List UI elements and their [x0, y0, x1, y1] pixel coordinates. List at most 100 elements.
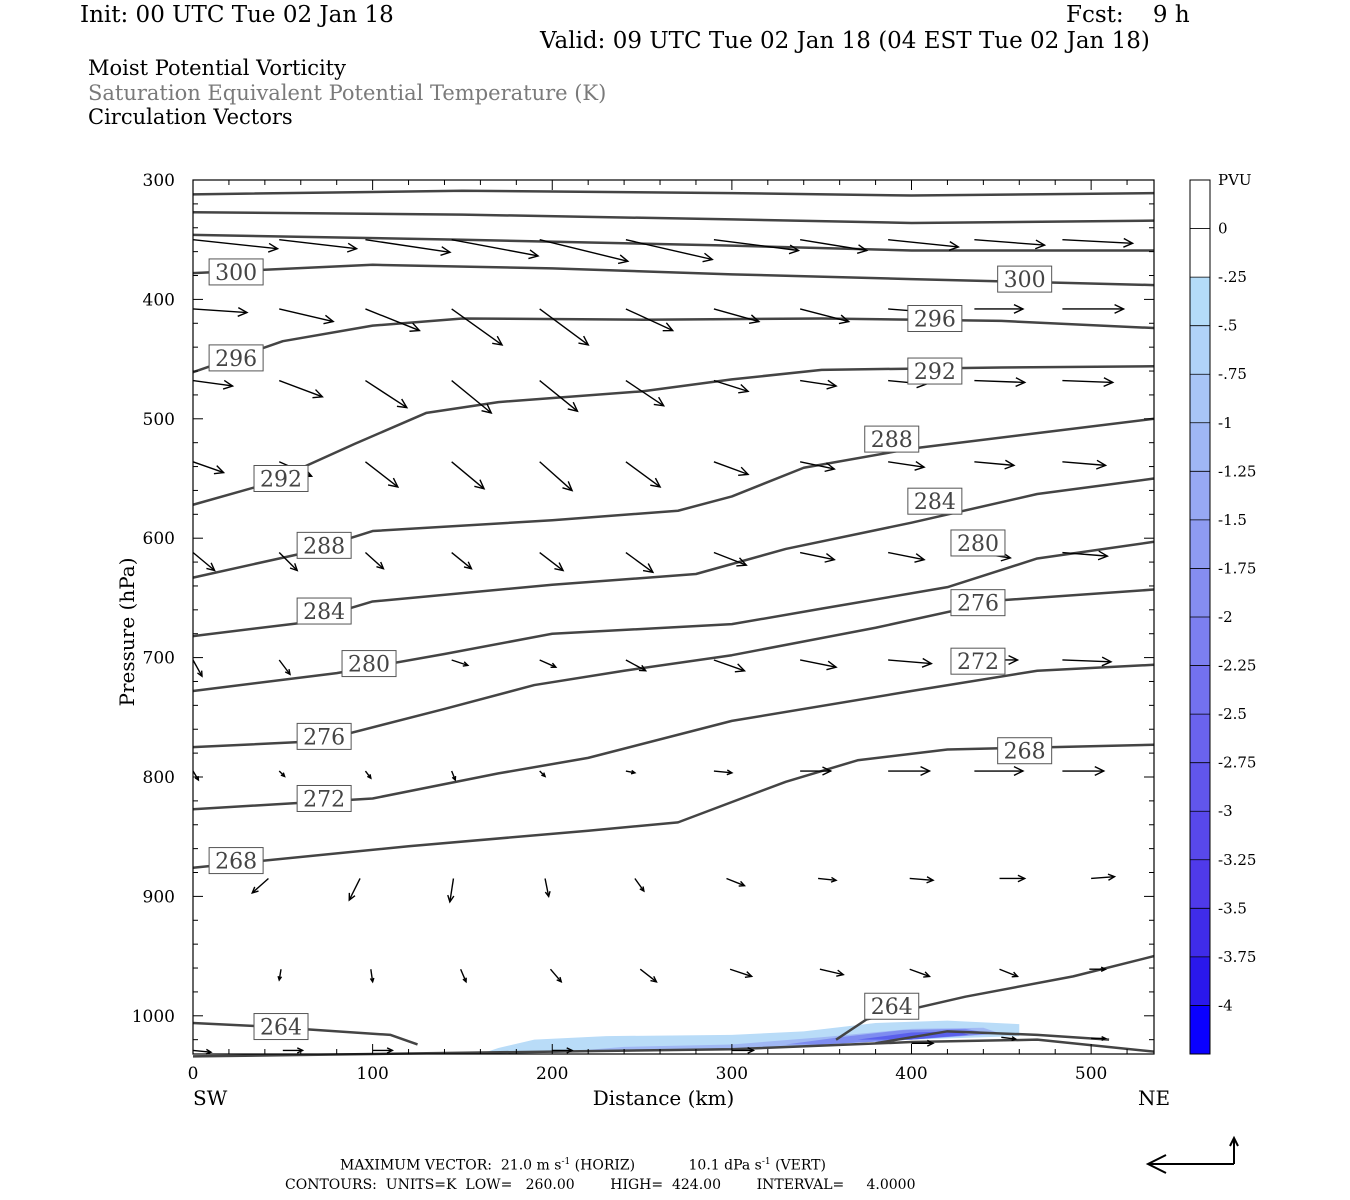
circulation-vector	[451, 308, 504, 346]
vector-arrowhead	[826, 379, 838, 390]
circulation-vector	[1062, 459, 1108, 470]
vector-shaft	[278, 659, 291, 675]
vector-shaft	[799, 659, 837, 668]
contour-label-text: 292	[914, 360, 956, 385]
vector-shaft	[713, 770, 732, 774]
vector-shaft	[370, 969, 374, 982]
vector-arrowhead	[554, 562, 565, 572]
vector-shaft	[713, 659, 745, 672]
vector-shaft	[1062, 551, 1108, 557]
vector-arrowhead	[562, 481, 574, 492]
y-tick-label: 800	[143, 768, 175, 788]
circulation-vector	[799, 308, 851, 325]
vector-shaft	[625, 380, 665, 407]
circulation-vector	[1091, 1035, 1108, 1041]
colorbar-swatch	[1190, 714, 1210, 764]
contour-label: 300	[997, 265, 1053, 293]
vector-arrowhead	[312, 389, 324, 399]
vector-shaft	[888, 659, 932, 665]
vector-shaft	[192, 379, 233, 387]
vector-arrowhead	[462, 661, 470, 667]
circulation-vector	[974, 303, 1025, 314]
vector-arrowhead	[738, 880, 746, 887]
vector-shaft	[278, 552, 298, 572]
contour-label: 276	[296, 722, 352, 750]
circulation-vector	[625, 769, 637, 775]
y-tick-label: 600	[143, 529, 175, 549]
vector-shaft	[279, 308, 334, 323]
circulation-vector	[888, 551, 926, 563]
contour-info: CONTOURS: UNITS=K LOW= 260.00 HIGH= 424.…	[285, 1177, 916, 1193]
vector-arrowhead	[567, 401, 579, 413]
vector-shaft	[634, 878, 645, 892]
circulation-vector	[1062, 377, 1115, 388]
circulation-vector	[713, 659, 747, 673]
theta-e-contour	[192, 210, 1155, 225]
max-vector-caption: MAXIMUM VECTOR: 21.0 m s-1 (HORIZ) 10.1 …	[340, 1157, 826, 1174]
colorbar-swatch	[1190, 1005, 1210, 1055]
contour-label-text: 300	[1004, 268, 1046, 293]
contour-label-text: 272	[957, 650, 999, 675]
vector-arrowhead	[409, 322, 421, 332]
vector-arrowhead	[1013, 303, 1025, 314]
contour-label-box	[208, 344, 264, 372]
vector-shaft	[451, 659, 469, 667]
field-title-theta: Saturation Equivalent Potential Temperat…	[88, 81, 607, 105]
theta-e-contour	[192, 317, 1155, 374]
contour-label: 264	[253, 1013, 309, 1041]
circulation-vector	[713, 461, 750, 477]
x-tick-label: 0	[188, 1064, 199, 1084]
vector-arrowhead	[856, 244, 869, 255]
y-tick-label: 700	[143, 649, 175, 669]
colorbar-swatch	[1190, 471, 1210, 521]
vector-shaft	[348, 878, 361, 901]
contour-label: 288	[296, 531, 352, 559]
vector-shaft	[1001, 1036, 1016, 1040]
circulation-vector	[625, 461, 662, 488]
circulation-vector	[539, 308, 590, 346]
vector-arrowhead	[738, 466, 750, 477]
contour-label-box	[296, 597, 352, 625]
circulation-vector	[192, 379, 235, 390]
vector-arrowhead	[824, 462, 836, 473]
vector-shaft	[974, 379, 1025, 384]
vector-arrowhead	[376, 561, 385, 570]
vector-arrowhead	[1013, 766, 1025, 777]
contour-label-text: 276	[303, 725, 345, 750]
circulation-vector	[447, 878, 455, 904]
vector-arrowhead	[213, 465, 226, 475]
contour-label-text: 288	[871, 428, 913, 453]
colorbar-swatch	[1190, 811, 1210, 861]
vector-arrowhead	[1011, 1036, 1018, 1042]
contour-label: 300	[208, 258, 264, 286]
vector-shaft	[451, 551, 472, 570]
vector-arrowhead	[650, 477, 662, 488]
vector-arrowhead	[222, 379, 235, 390]
vector-shaft	[365, 380, 408, 409]
contour-label-text: 268	[1004, 740, 1046, 765]
vector-arrowhead	[1123, 237, 1135, 248]
init-time: Init: 00 UTC Tue 02 Jan 18	[80, 2, 394, 28]
x-end-label-sw: SW	[193, 1086, 228, 1110]
vector-arrowhead	[267, 242, 280, 253]
vector-arrowhead	[1035, 239, 1047, 250]
vector-shaft	[799, 551, 835, 561]
vector-shaft	[713, 461, 749, 476]
circulation-vector	[364, 770, 372, 780]
circulation-vector	[192, 659, 203, 678]
vector-arrowhead	[748, 314, 761, 325]
y-tick-label: 900	[143, 887, 175, 907]
contour-label-text: 292	[260, 467, 302, 492]
vector-shaft	[451, 239, 539, 257]
contour-label-box	[950, 647, 1006, 675]
contour-label-box	[864, 425, 920, 453]
vector-shaft	[639, 968, 657, 983]
circulation-vector	[625, 551, 655, 574]
vector-arrowhead	[914, 553, 926, 563]
y-tick-label: 400	[143, 290, 175, 310]
contour-label: 292	[907, 357, 963, 385]
contour-label-text: 300	[215, 261, 257, 286]
vector-shaft	[451, 770, 456, 781]
vector-shaft	[192, 1049, 212, 1053]
vector-arrowhead	[662, 322, 675, 332]
